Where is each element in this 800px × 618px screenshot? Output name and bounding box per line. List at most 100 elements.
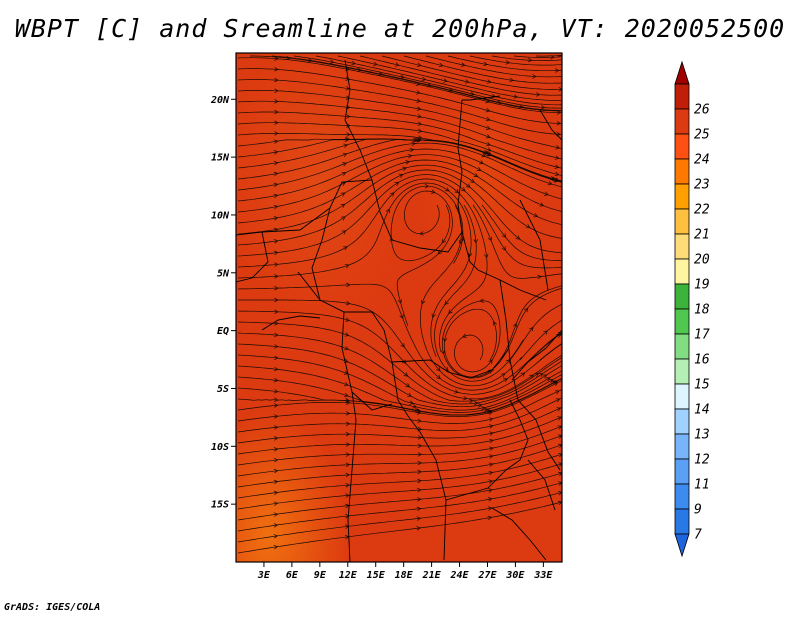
streamline	[237, 397, 562, 433]
streamline	[390, 185, 464, 264]
colorbar-label: 23	[694, 178, 710, 193]
lon-tick-label: 12E	[339, 570, 358, 581]
streamline	[237, 482, 562, 532]
lon-tick: 3E	[257, 562, 271, 581]
lon-tick-label: 21E	[422, 570, 442, 581]
colorbar-label: 20	[694, 253, 710, 268]
streamline	[359, 55, 562, 96]
longitude-axis: 3E 6E 9E 12E 15E 18E 21E 24E 27E 30E 33E	[257, 562, 553, 581]
streamline	[237, 174, 562, 269]
streamline	[381, 55, 562, 90]
streamline	[237, 164, 562, 239]
colorbar-label: 13	[694, 428, 710, 443]
colorbar-arrow-bottom	[674, 533, 690, 558]
streamline	[237, 472, 562, 521]
streamline-arrow	[558, 471, 562, 477]
lon-tick: 12E	[339, 562, 358, 581]
streamline	[237, 139, 562, 182]
colorbar-swatch	[674, 183, 690, 210]
streamline-arrow	[558, 462, 562, 467]
streamline	[441, 300, 501, 379]
lat-tick: EQ	[217, 326, 236, 337]
colorbar-label: 12	[694, 453, 710, 468]
streamline	[237, 148, 562, 202]
colorbar-label: 19	[694, 278, 710, 293]
streamline	[237, 463, 562, 510]
colorbar-label: 26	[694, 103, 710, 118]
colorbar-label: 22	[694, 203, 710, 218]
colorbar-label: 18	[694, 303, 710, 318]
lon-tick-label: 27E	[477, 570, 497, 581]
streamline	[447, 55, 562, 72]
latitude-axis: 20N 15N 10N 5N EQ 5S 10S 15S	[210, 95, 236, 511]
lon-tick-label: 9E	[314, 570, 327, 581]
streamline	[237, 416, 562, 455]
streamline	[539, 343, 562, 361]
colorbar-label: 7	[694, 528, 702, 543]
colorbar-swatch	[674, 483, 690, 510]
map-panel	[235, 52, 567, 563]
lat-tick-label: 10S	[211, 442, 229, 453]
lat-tick-label: EQ	[217, 326, 229, 337]
streamline	[237, 389, 562, 424]
country-boundaries	[236, 59, 562, 562]
lat-tick: 15S	[211, 500, 236, 511]
streamline	[315, 55, 562, 106]
colorbar-swatch	[674, 433, 690, 460]
lat-tick: 20N	[210, 95, 236, 106]
colorbar-swatch	[674, 458, 690, 485]
streamline	[237, 159, 562, 226]
lat-tick: 10S	[211, 442, 236, 453]
streamline	[237, 453, 562, 499]
colorbar-swatch	[674, 208, 690, 235]
colorbar-label: 15	[694, 378, 710, 393]
streamline	[237, 79, 562, 135]
lat-tick-label: 15S	[211, 500, 229, 511]
streamline	[237, 169, 562, 254]
streamline	[237, 68, 562, 124]
streamline	[513, 55, 562, 58]
lat-tick: 5N	[217, 268, 236, 279]
streamline	[237, 425, 562, 466]
streamline	[237, 332, 562, 405]
streamline-arrow	[563, 103, 567, 107]
streamline	[237, 310, 562, 400]
streamline	[237, 378, 562, 416]
colorbar-label: 16	[694, 353, 710, 368]
colorbar: 7 9 11 12 13 14 15 16 17 18 19 20 21 22 23 24 25 26	[674, 60, 710, 558]
streamline-arrow	[558, 481, 562, 486]
lat-tick-label: 20N	[210, 95, 230, 106]
colorbar-swatch	[674, 133, 690, 160]
lon-tick: 9E	[314, 562, 327, 581]
streamline-arrow	[558, 443, 562, 448]
lat-tick: 10N	[211, 210, 236, 221]
grads-credit: GrADS: IGES/COLA	[4, 602, 101, 613]
streamline	[237, 444, 562, 488]
streamline	[481, 204, 562, 261]
streamline	[403, 55, 562, 84]
streamline	[237, 283, 562, 391]
lon-tick: 21E	[422, 562, 442, 581]
streamline	[337, 55, 562, 101]
streamline	[237, 142, 562, 191]
colorbar-label: 25	[694, 128, 710, 143]
streamline	[271, 55, 562, 111]
streamline	[237, 90, 562, 149]
lon-tick-label: 33E	[533, 570, 553, 581]
colorbar-swatch	[674, 508, 690, 535]
streamline	[238, 299, 562, 395]
streamline	[535, 54, 562, 57]
colorbar-swatch	[674, 333, 690, 360]
lon-tick: 6E	[286, 562, 299, 581]
streamline	[237, 354, 562, 411]
streamline	[237, 100, 562, 160]
lon-tick: 24E	[450, 562, 470, 581]
colorbar-swatch	[674, 83, 690, 110]
lat-tick: 5S	[217, 384, 236, 395]
lon-tick: 18E	[395, 562, 414, 581]
colorbar-label: 17	[694, 328, 710, 343]
streamline	[469, 55, 562, 66]
streamline	[237, 154, 562, 213]
streamline	[529, 332, 562, 361]
